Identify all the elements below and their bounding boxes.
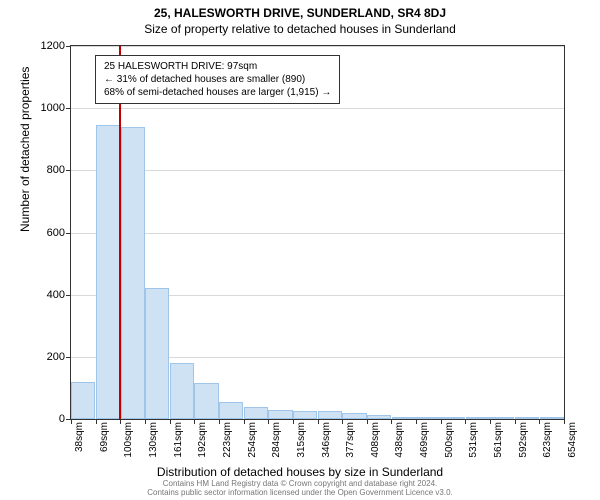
x-tick-mark (391, 420, 392, 424)
x-tick-label: 38sqm (74, 422, 85, 462)
histogram-bar (441, 417, 465, 419)
x-tick-mark (194, 420, 195, 424)
x-tick-mark (219, 420, 220, 424)
x-tick-label: 315sqm (296, 422, 307, 462)
y-tick-label: 200 (35, 351, 65, 363)
histogram-bar (293, 411, 317, 419)
x-tick-mark (145, 420, 146, 424)
histogram-bar (244, 407, 268, 419)
gridline (71, 170, 564, 171)
y-tick-mark (66, 419, 70, 420)
histogram-bar (121, 127, 145, 419)
x-tick-label: 192sqm (197, 422, 208, 462)
y-tick-mark (66, 46, 70, 47)
y-axis-label: Number of detached properties (18, 67, 32, 232)
footer-line-2: Contains public sector information licen… (147, 488, 453, 497)
x-tick-mark (441, 420, 442, 424)
x-tick-mark (318, 420, 319, 424)
x-tick-label: 531sqm (468, 422, 479, 462)
x-tick-mark (120, 420, 121, 424)
x-tick-label: 100sqm (123, 422, 134, 462)
histogram-bar (392, 417, 416, 419)
chart-subtitle: Size of property relative to detached ho… (0, 22, 600, 36)
histogram-bar (490, 417, 514, 419)
info-box-line: 25 HALESWORTH DRIVE: 97sqm (104, 60, 331, 73)
histogram-bar (194, 383, 218, 419)
x-tick-mark (96, 420, 97, 424)
footer-line-1: Contains HM Land Registry data © Crown c… (163, 479, 438, 488)
y-tick-mark (66, 108, 70, 109)
y-tick-label: 0 (35, 413, 65, 425)
histogram-bar (71, 382, 95, 419)
histogram-bar (170, 363, 194, 419)
gridline (71, 233, 564, 234)
x-tick-label: 438sqm (394, 422, 405, 462)
info-box: 25 HALESWORTH DRIVE: 97sqm← 31% of detac… (95, 55, 340, 104)
x-tick-label: 500sqm (444, 422, 455, 462)
gridline (71, 108, 564, 109)
x-tick-mark (293, 420, 294, 424)
footer-attribution: Contains HM Land Registry data © Crown c… (0, 480, 600, 498)
x-tick-label: 161sqm (173, 422, 184, 462)
histogram-bar (318, 411, 342, 419)
x-tick-label: 654sqm (567, 422, 578, 462)
x-tick-label: 346sqm (321, 422, 332, 462)
x-tick-label: 408sqm (370, 422, 381, 462)
y-tick-mark (66, 295, 70, 296)
x-tick-mark (367, 420, 368, 424)
histogram-bar (416, 417, 440, 419)
x-tick-mark (71, 420, 72, 424)
x-tick-label: 130sqm (148, 422, 159, 462)
x-tick-label: 254sqm (247, 422, 258, 462)
info-box-line: 68% of semi-detached houses are larger (… (104, 86, 331, 99)
histogram-bar (342, 413, 366, 419)
x-tick-label: 561sqm (493, 422, 504, 462)
y-tick-label: 800 (35, 164, 65, 176)
x-tick-label: 284sqm (271, 422, 282, 462)
histogram-bar (540, 417, 564, 419)
y-tick-mark (66, 170, 70, 171)
x-tick-mark (244, 420, 245, 424)
x-tick-label: 592sqm (518, 422, 529, 462)
x-tick-mark (515, 420, 516, 424)
gridline (71, 46, 564, 47)
x-tick-mark (342, 420, 343, 424)
x-tick-mark (268, 420, 269, 424)
histogram-bar (515, 417, 539, 419)
y-tick-mark (66, 357, 70, 358)
x-tick-mark (465, 420, 466, 424)
y-tick-label: 400 (35, 289, 65, 301)
x-tick-mark (539, 420, 540, 424)
x-tick-label: 377sqm (345, 422, 356, 462)
info-box-line: ← 31% of detached houses are smaller (89… (104, 73, 331, 86)
histogram-bar (145, 288, 169, 419)
x-tick-mark (416, 420, 417, 424)
x-axis-label: Distribution of detached houses by size … (0, 465, 600, 479)
histogram-bar (219, 402, 243, 419)
y-tick-label: 1200 (35, 40, 65, 52)
chart-title: 25, HALESWORTH DRIVE, SUNDERLAND, SR4 8D… (0, 6, 600, 20)
y-tick-label: 1000 (35, 102, 65, 114)
x-tick-label: 223sqm (222, 422, 233, 462)
y-tick-mark (66, 233, 70, 234)
x-tick-label: 623sqm (542, 422, 553, 462)
x-tick-label: 69sqm (99, 422, 110, 462)
y-tick-label: 600 (35, 227, 65, 239)
x-tick-mark (490, 420, 491, 424)
x-tick-mark (564, 420, 565, 424)
histogram-bar (96, 125, 120, 419)
chart-container: 25, HALESWORTH DRIVE, SUNDERLAND, SR4 8D… (0, 0, 600, 500)
histogram-bar (466, 417, 490, 419)
x-tick-mark (170, 420, 171, 424)
histogram-bar (268, 410, 292, 419)
x-tick-label: 469sqm (419, 422, 430, 462)
histogram-bar (367, 415, 391, 419)
